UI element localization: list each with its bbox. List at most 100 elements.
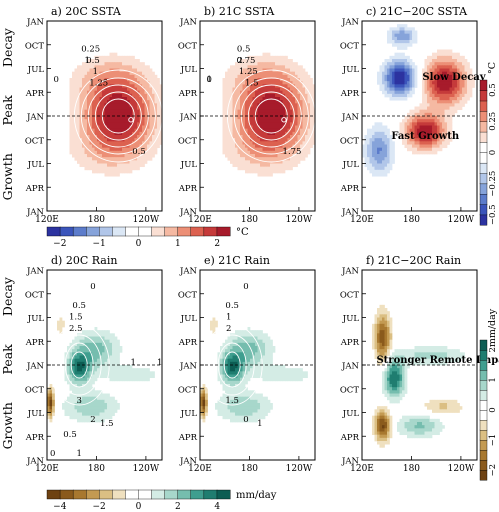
heat-cell bbox=[389, 138, 393, 142]
heat-cell bbox=[52, 396, 55, 401]
heat-cell bbox=[439, 59, 443, 63]
heat-cell bbox=[439, 138, 443, 142]
heat-cell bbox=[62, 320, 65, 325]
y-tick-label: JUL bbox=[342, 65, 360, 75]
heat-cell bbox=[97, 399, 100, 404]
heat-cell bbox=[149, 374, 153, 379]
heat-cell bbox=[142, 106, 145, 111]
heat-cell bbox=[414, 141, 418, 145]
heat-cell bbox=[429, 144, 433, 149]
heat-cell bbox=[394, 71, 398, 76]
heat-cell bbox=[137, 65, 140, 69]
heat-cell bbox=[432, 106, 435, 111]
heat-cell bbox=[295, 74, 298, 79]
heat-cell bbox=[137, 74, 140, 79]
heat-cell bbox=[107, 144, 110, 149]
heat-cell bbox=[277, 90, 281, 95]
heat-cell bbox=[107, 55, 110, 60]
heat-cell bbox=[240, 144, 243, 149]
heat-cell bbox=[240, 342, 243, 347]
heat-cell bbox=[262, 97, 266, 101]
heat-cell bbox=[67, 368, 70, 372]
heat-cell bbox=[77, 144, 80, 149]
heat-cell bbox=[89, 68, 93, 73]
heat-cell bbox=[255, 144, 258, 149]
heat-cell bbox=[47, 412, 50, 417]
heat-cell bbox=[102, 336, 105, 341]
heat-cell bbox=[92, 418, 95, 423]
heat-cell bbox=[295, 109, 298, 114]
heat-cell bbox=[282, 157, 286, 161]
heat-cell bbox=[89, 403, 93, 407]
heat-cell bbox=[457, 62, 460, 66]
heat-cell bbox=[142, 163, 145, 168]
heat-cell bbox=[107, 87, 110, 92]
heat-cell bbox=[117, 106, 120, 111]
heat-cell bbox=[285, 59, 288, 63]
heat-cell bbox=[267, 62, 271, 66]
heat-cell bbox=[107, 116, 110, 120]
heat-cell bbox=[260, 173, 263, 177]
heat-cell bbox=[255, 415, 258, 420]
heat-cell bbox=[102, 169, 105, 174]
heat-cell bbox=[79, 336, 83, 341]
panel-title: d) 20C Rain bbox=[51, 254, 117, 267]
heat-cell bbox=[59, 330, 63, 334]
heat-cell bbox=[242, 390, 246, 394]
heat-cell bbox=[260, 361, 263, 366]
heat-cell bbox=[124, 368, 128, 372]
heat-cell bbox=[265, 355, 268, 360]
heat-cell bbox=[97, 409, 100, 413]
heat-cell bbox=[129, 128, 133, 133]
heat-cell bbox=[94, 128, 98, 133]
heat-cell bbox=[402, 62, 405, 66]
heat-cell bbox=[439, 87, 443, 92]
heat-cell bbox=[92, 377, 95, 382]
heat-cell bbox=[82, 399, 85, 404]
heat-cell bbox=[439, 84, 443, 88]
heat-cell bbox=[434, 116, 438, 120]
heat-cell bbox=[275, 55, 278, 60]
heat-cell bbox=[127, 87, 130, 92]
heat-cell bbox=[84, 106, 88, 111]
heat-cell bbox=[97, 365, 100, 369]
heat-cell bbox=[99, 418, 103, 423]
heat-cell bbox=[260, 144, 263, 149]
heat-cell bbox=[282, 112, 286, 117]
heat-cell bbox=[107, 396, 110, 401]
heat-cell bbox=[242, 68, 246, 73]
heat-cell bbox=[232, 384, 236, 388]
heat-cell bbox=[407, 119, 410, 123]
heat-cell bbox=[149, 74, 153, 79]
heat-cell bbox=[159, 141, 162, 145]
heat-cell bbox=[442, 90, 445, 95]
heat-cell bbox=[265, 150, 268, 155]
heat-cell bbox=[242, 330, 246, 334]
heat-cell bbox=[82, 87, 85, 92]
heat-cell bbox=[447, 68, 450, 73]
heat-cell bbox=[270, 144, 273, 149]
heat-cell bbox=[404, 33, 408, 38]
heat-cell bbox=[112, 128, 115, 133]
heat-cell bbox=[94, 160, 98, 164]
heat-cell bbox=[107, 409, 110, 413]
heat-cell bbox=[282, 371, 286, 375]
heat-cell bbox=[82, 109, 85, 114]
heat-cell bbox=[74, 352, 78, 356]
heat-cell bbox=[275, 59, 278, 63]
heat-cell bbox=[260, 97, 263, 101]
heat-cell bbox=[225, 97, 228, 101]
heat-cell bbox=[79, 355, 83, 360]
heat-cell bbox=[292, 377, 296, 382]
heat-cell bbox=[282, 90, 286, 95]
heat-cell bbox=[230, 336, 233, 341]
heat-cell bbox=[134, 163, 138, 168]
heat-cell bbox=[379, 173, 383, 177]
heat-cell bbox=[270, 147, 273, 152]
heat-cell bbox=[255, 138, 258, 142]
heat-cell bbox=[102, 412, 105, 417]
heat-cell bbox=[92, 166, 95, 171]
y-tick-label: APR bbox=[340, 89, 360, 99]
heat-cell bbox=[464, 87, 468, 92]
heat-cell bbox=[272, 147, 276, 152]
